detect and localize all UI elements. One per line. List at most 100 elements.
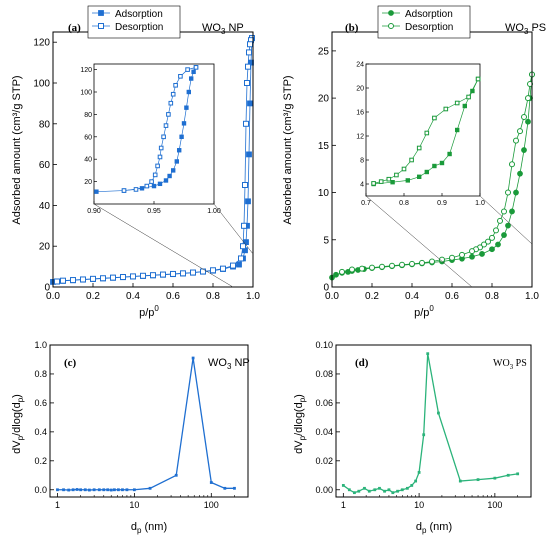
panel-a-legend-adsorption: Adsorption <box>115 9 163 20</box>
panel-b-series-1-point <box>429 258 435 265</box>
panel-a-inset-ytick-label: 20 <box>84 179 92 186</box>
panel-a-ytick-label: 100 <box>33 79 50 90</box>
panel-b-series-1-point <box>481 241 487 248</box>
panel-a-inset-series-1-point <box>166 112 171 117</box>
panel-a-marks <box>50 35 255 285</box>
panel-b-inset-series-0-point <box>432 163 437 169</box>
panel-b-ticks: 0.0 0.2 0.4 0.6 0.8 1.0 0 5 10 15 20 25 <box>318 46 540 302</box>
panel-d-series-point <box>410 484 414 487</box>
panel-c-series-point <box>106 488 110 492</box>
panel-a-legend-marker <box>98 10 104 16</box>
panel-b-ytick-label: 10 <box>318 188 330 199</box>
panel-a-series-1-point <box>60 277 66 284</box>
panel-b-inset-ytick-label: 16 <box>356 110 364 117</box>
panel-a-inset-series-0-point <box>167 173 172 179</box>
panel-d-series-point <box>476 478 480 482</box>
panel-b-inset-xtick-label: 0.9 <box>437 200 447 207</box>
panel-a-series-1-point <box>190 269 196 276</box>
panel-b-series-0-point <box>501 232 507 238</box>
panel-a-inset-series-1-point <box>158 145 164 151</box>
panel-d-series-point <box>396 489 399 493</box>
panel-c-series-point <box>109 488 113 492</box>
panel-a-inset-series-0-point <box>157 181 163 187</box>
panel-b-inset-connectors <box>365 195 533 288</box>
panel-d-ytick-label: 0.00 <box>315 485 333 495</box>
panel-a-inset-xtick-label: 1.00 <box>207 208 221 215</box>
panel-c-series-point <box>71 488 75 492</box>
panel-a-xtick-label: 0.4 <box>126 291 140 302</box>
panel-b-inset-ytick-label: 12 <box>356 134 364 141</box>
panel-a-inset-series-1-point <box>170 91 176 97</box>
panel-c-ytick-label: 0.0 <box>34 485 47 495</box>
panel-a-series-1-point <box>246 49 252 56</box>
panel-a-inset-series-0-point <box>174 159 179 164</box>
panel-c-ylabel: dVp/dlog(dp) <box>11 394 25 454</box>
panel-d-series-point <box>458 479 462 483</box>
panel-d-series-point <box>347 488 351 492</box>
panel-a-inset-series-0-point <box>94 189 99 194</box>
panel-b-inset-series-1-point <box>475 76 481 82</box>
panel-c-series-point <box>113 488 116 492</box>
panel-d-ylabel: dVp/dlog(dp) <box>293 394 307 454</box>
panel-a-inset-ytick-label: 80 <box>84 112 92 119</box>
panel-c-series-point <box>191 356 195 360</box>
panel-a-legend: Adsorption Desorption <box>87 5 181 39</box>
panel-c-xtick-label: 10 <box>129 500 139 510</box>
panel-c-series-point <box>209 481 213 484</box>
panel-b-connector-right <box>479 195 533 245</box>
panel-a-series-1-point <box>245 63 251 70</box>
panel-b-series-1-point <box>493 227 499 234</box>
panel-b-inset-xtick-label: 0.8 <box>399 200 409 207</box>
panel-c-series-line <box>57 357 235 491</box>
panel-a-inset-series-1-point <box>161 134 166 140</box>
panel-b-legend-adsorption: Adsorption <box>405 9 453 20</box>
panel-b-series-1-point <box>409 260 415 267</box>
panel-b-inset-series-0-point <box>462 103 467 109</box>
panel-b-inset-series-0-point <box>454 127 460 133</box>
panel-b-legend-desorption: Desorption <box>405 22 453 33</box>
panel-b-inset-xtick-label: 0.7 <box>361 200 371 207</box>
panel-b-marks <box>329 71 535 281</box>
panel-a-inset-series-0-point <box>179 134 184 139</box>
panel-d-ytick-label: 0.10 <box>315 340 333 350</box>
panel-a-inset-series-1-point <box>173 82 178 88</box>
panel-d-series-point <box>341 484 345 487</box>
panel-b-xtick-label: 1.0 <box>525 291 539 302</box>
panel-c-series-point <box>125 488 129 492</box>
panel-a-legend-desorption: Desorption <box>115 22 163 33</box>
panel-b-xtick-label: 0.2 <box>365 291 379 302</box>
panel-b-series-0-point <box>469 253 475 260</box>
panel-a-inset-ytick-label: 60 <box>84 134 92 141</box>
panel-d-series-point <box>363 486 366 490</box>
panel-a-inset-series-0-point <box>184 105 189 110</box>
panel-b-legend-marker <box>388 10 394 16</box>
panel-a-ytick-label: 120 <box>33 38 50 49</box>
panel-d-series-point <box>414 479 418 483</box>
panel-b-xtick-label: 0.6 <box>445 291 459 302</box>
panel-a-ytick-label: 0 <box>44 283 50 294</box>
panel-a-inset-connectors <box>93 203 254 288</box>
panel-a-series-1-point <box>220 265 226 272</box>
panel-b-series-1-point <box>525 95 531 102</box>
panel-c-series-point <box>62 488 65 492</box>
panel-b-series-0-point <box>509 208 515 215</box>
panel-d-series-point <box>516 472 520 476</box>
panel-b-inset-series-1-point <box>394 172 399 178</box>
panel-a-inset-series-1-point <box>193 65 199 70</box>
panel-c-series-point <box>117 488 120 492</box>
panel-c-ytick-label: 0.4 <box>34 427 47 437</box>
panel-b-ytick-label: 0 <box>323 283 329 294</box>
panel-c-series-point <box>223 486 227 490</box>
panel-a-xlabel: p/p0 <box>139 304 159 319</box>
panel-c-series-point <box>174 473 178 477</box>
panel-a-series-1-point <box>150 272 156 279</box>
panel-b-series-1-point <box>501 208 507 215</box>
panel-a-xtick-label: 0.8 <box>206 291 220 302</box>
panel-a-inset-series-0-point <box>188 76 194 81</box>
panel-b-series-1-point <box>489 234 495 241</box>
panel-a-inset-series-0-point <box>186 89 191 95</box>
panel-a-inset-ytick-label: 100 <box>80 90 92 97</box>
panel-b-inset-series-0-point <box>390 179 395 185</box>
